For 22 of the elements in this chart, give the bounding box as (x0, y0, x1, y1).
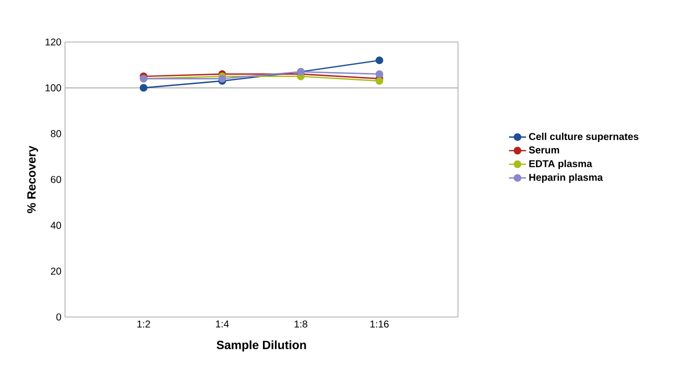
x-tick-label: 1:2 (137, 320, 150, 328)
x-tick-label: 1:16 (370, 320, 389, 328)
legend-label: Heparin plasma (529, 174, 603, 183)
y-tick-label: 0 (56, 313, 62, 321)
y-tick-label: 60 (50, 176, 62, 184)
point (376, 56, 384, 64)
y-axis-title: % Recovery (27, 146, 38, 214)
x-axis-title: Sample Dilution (216, 340, 306, 352)
x-tick-label: 1:4 (216, 320, 229, 328)
legend-label: Cell culture supernates (529, 132, 638, 142)
legend-label: EDTA plasma (529, 160, 592, 170)
y-tick-label: 80 (50, 130, 62, 138)
x-tick-label: 1:8 (294, 320, 308, 328)
legend-label: Serum (528, 146, 560, 154)
point (376, 70, 384, 78)
y-tick-label: 100 (46, 84, 62, 92)
point (376, 77, 384, 85)
y-tick-label: 20 (50, 268, 62, 275)
point (218, 74, 226, 83)
y-tick-label: 40 (50, 222, 62, 229)
point (140, 84, 148, 92)
y-tick-label: 120 (46, 38, 62, 46)
